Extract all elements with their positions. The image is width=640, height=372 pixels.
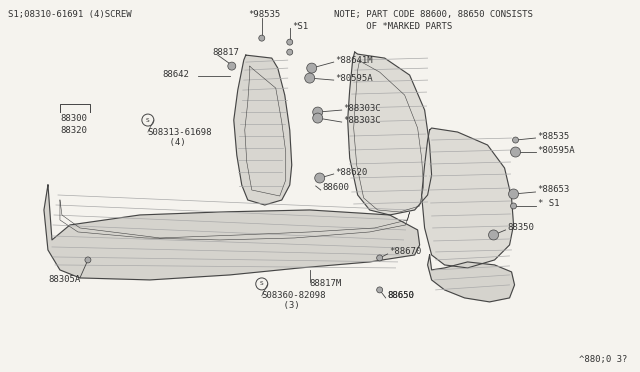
Circle shape — [377, 255, 383, 261]
Text: *98535: *98535 — [248, 10, 280, 19]
Polygon shape — [234, 55, 292, 205]
Text: *S1: *S1 — [292, 22, 308, 31]
Text: 88320: 88320 — [60, 126, 87, 135]
Text: S08313-61698: S08313-61698 — [148, 128, 212, 137]
Text: *80595A: *80595A — [538, 145, 575, 154]
Text: S08360-82098: S08360-82098 — [262, 291, 326, 301]
Text: *88641M: *88641M — [336, 55, 373, 65]
Circle shape — [377, 287, 383, 293]
Circle shape — [228, 62, 236, 70]
Text: *88670: *88670 — [390, 247, 422, 256]
Text: *88620: *88620 — [336, 167, 368, 176]
Circle shape — [313, 113, 323, 123]
Text: *80595A: *80595A — [336, 74, 373, 83]
Circle shape — [307, 63, 317, 73]
Text: NOTE; PART CODE 88600, 88650 CONSISTS: NOTE; PART CODE 88600, 88650 CONSISTS — [333, 10, 532, 19]
Text: 88300: 88300 — [60, 113, 87, 122]
Text: OF *MARKED PARTS: OF *MARKED PARTS — [333, 22, 452, 31]
Circle shape — [511, 147, 520, 157]
Text: *88535: *88535 — [538, 132, 570, 141]
Text: *88303C: *88303C — [344, 103, 381, 113]
Circle shape — [511, 203, 516, 209]
Text: 88305A: 88305A — [48, 275, 80, 285]
Circle shape — [287, 39, 292, 45]
Circle shape — [513, 137, 518, 143]
Text: 88350: 88350 — [508, 224, 534, 232]
Circle shape — [85, 257, 91, 263]
Polygon shape — [348, 52, 431, 215]
Text: 88600: 88600 — [323, 183, 349, 192]
Polygon shape — [44, 185, 420, 280]
Circle shape — [488, 230, 499, 240]
Text: (4): (4) — [148, 138, 186, 147]
Text: 88650: 88650 — [388, 291, 415, 301]
Text: 88650: 88650 — [388, 291, 415, 301]
Circle shape — [259, 35, 265, 41]
Text: *88653: *88653 — [538, 186, 570, 195]
Polygon shape — [428, 255, 515, 302]
Circle shape — [313, 107, 323, 117]
Text: 88817M: 88817M — [310, 279, 342, 288]
Text: ^880;0 3?: ^880;0 3? — [579, 355, 628, 364]
Text: 88642: 88642 — [163, 70, 189, 78]
Text: *88303C: *88303C — [344, 116, 381, 125]
Text: (3): (3) — [262, 301, 300, 310]
Circle shape — [315, 173, 324, 183]
Polygon shape — [422, 128, 513, 268]
Circle shape — [287, 49, 292, 55]
Text: S: S — [146, 118, 150, 122]
Circle shape — [305, 73, 315, 83]
Text: 88817: 88817 — [213, 48, 240, 57]
Text: S1;08310-61691 (4)SCREW: S1;08310-61691 (4)SCREW — [8, 10, 132, 19]
Text: S: S — [260, 281, 264, 286]
Circle shape — [509, 189, 518, 199]
Text: * S1: * S1 — [538, 199, 559, 208]
